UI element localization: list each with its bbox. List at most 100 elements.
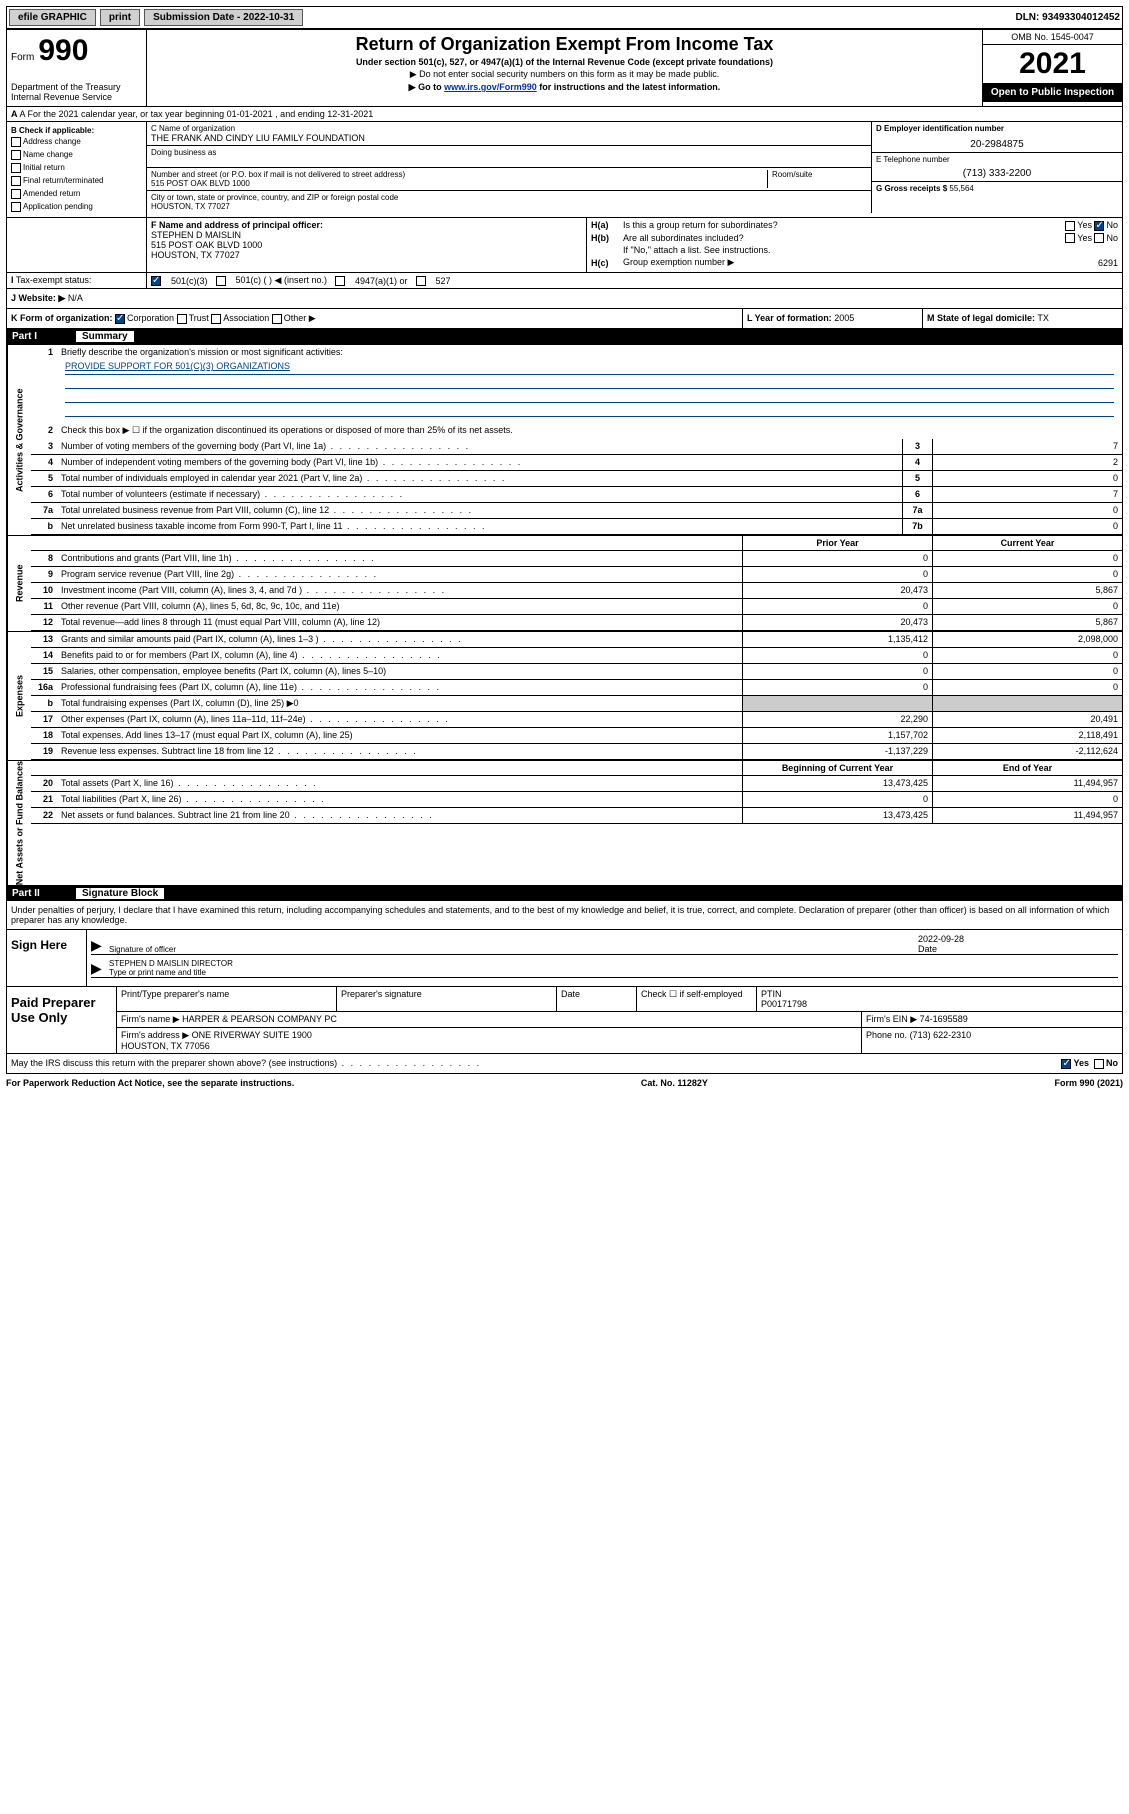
f-addr: 515 POST OAK BLVD 1000 HOUSTON, TX 77027: [151, 240, 262, 260]
chk-name-change[interactable]: Name change: [11, 148, 142, 161]
row-a-taxyear: A A For the 2021 calendar year, or tax y…: [6, 107, 1123, 122]
chk-trust[interactable]: [177, 314, 187, 324]
name-title-label: Type or print name and title: [109, 968, 206, 977]
form-number: 990: [38, 34, 88, 68]
sign-here-label: Sign Here: [7, 930, 87, 986]
row-i-taxexempt: I Tax-exempt status: 501(c)(3) 501(c) ( …: [6, 273, 1123, 289]
chk-other[interactable]: [272, 314, 282, 324]
l22-desc: Net assets or fund balances. Subtract li…: [57, 808, 742, 823]
header-left: Form 990 Department of the Treasury Inte…: [7, 30, 147, 106]
part1-title: Summary: [76, 331, 134, 342]
firm-ein-label: Firm's EIN ▶: [866, 1014, 917, 1024]
c-name-label: C Name of organization: [151, 124, 867, 133]
pt-check-label: Check ☐ if self-employed: [637, 987, 757, 1011]
firm-name-label: Firm's name ▶: [121, 1014, 180, 1024]
firm-addr-label: Firm's address ▶: [121, 1030, 189, 1040]
chk-amended-return[interactable]: Amended return: [11, 187, 142, 200]
part1-netassets-section: Net Assets or Fund Balances Beginning of…: [6, 761, 1123, 886]
chk-initial-return[interactable]: Initial return: [11, 161, 142, 174]
k-label: K Form of organization:: [11, 313, 113, 323]
ein-label: D Employer identification number: [876, 124, 1004, 133]
l20-desc: Total assets (Part X, line 16): [57, 776, 742, 791]
block-cd: C Name of organization THE FRANK AND CIN…: [147, 122, 1122, 217]
l5-desc: Total number of individuals employed in …: [57, 471, 902, 486]
m-label: M State of legal domicile:: [927, 313, 1035, 323]
chk-501c3[interactable]: [151, 276, 161, 286]
hc-question: Group exemption number ▶: [623, 257, 1098, 268]
chk-application-pending[interactable]: Application pending: [11, 200, 142, 213]
chk-may-no[interactable]: [1094, 1059, 1104, 1069]
header-right: OMB No. 1545-0047 2021 Open to Public In…: [982, 30, 1122, 106]
header-middle: Return of Organization Exempt From Incom…: [147, 30, 982, 106]
page-footer: For Paperwork Reduction Act Notice, see …: [6, 1074, 1123, 1092]
phone-label: E Telephone number: [876, 155, 950, 164]
l6-val: 7: [932, 487, 1122, 502]
org-name: THE FRANK AND CINDY LIU FAMILY FOUNDATIO…: [151, 133, 867, 143]
sig-date-label: Date: [918, 944, 937, 954]
block-f-officer: F Name and address of principal officer:…: [147, 218, 587, 272]
chk-address-change[interactable]: Address change: [11, 135, 142, 148]
firm-phone-label: Phone no.: [866, 1030, 907, 1040]
print-button[interactable]: print: [100, 9, 140, 26]
l11-desc: Other revenue (Part VIII, column (A), li…: [57, 599, 742, 614]
dept-label: Department of the Treasury Internal Reve…: [11, 82, 142, 102]
form-header: Form 990 Department of the Treasury Inte…: [6, 29, 1123, 107]
name-title-value: STEPHEN D MAISLIN DIRECTOR: [109, 959, 233, 968]
col-current: Current Year: [932, 536, 1122, 550]
chk-4947[interactable]: [335, 276, 345, 286]
l7a-val: 0: [932, 503, 1122, 518]
hb-note: If "No," attach a list. See instructions…: [623, 245, 1118, 255]
pra-notice: For Paperwork Reduction Act Notice, see …: [6, 1078, 294, 1088]
l16b-desc: Total fundraising expenses (Part IX, col…: [57, 696, 742, 711]
firm-phone-value: (713) 622-2310: [910, 1030, 972, 1040]
block-bc: B Check if applicable: Address change Na…: [6, 122, 1123, 218]
chk-association[interactable]: [211, 314, 221, 324]
top-toolbar: efile GRAPHIC print Submission Date - 20…: [6, 6, 1123, 29]
l9-desc: Program service revenue (Part VIII, line…: [57, 567, 742, 582]
block-b-checkboxes: B Check if applicable: Address change Na…: [7, 122, 147, 217]
col-end: End of Year: [932, 761, 1122, 775]
hc-value: 6291: [1098, 258, 1118, 268]
pt-sig-label: Preparer's signature: [337, 987, 557, 1011]
l15-desc: Salaries, other compensation, employee b…: [57, 664, 742, 679]
col-beginning: Beginning of Current Year: [742, 761, 932, 775]
i-label: Tax-exempt status:: [16, 275, 92, 285]
efile-button[interactable]: efile GRAPHIC: [9, 9, 96, 26]
chk-may-yes[interactable]: [1061, 1059, 1071, 1069]
l8-desc: Contributions and grants (Part VIII, lin…: [57, 551, 742, 566]
l14-desc: Benefits paid to or for members (Part IX…: [57, 648, 742, 663]
col-prior: Prior Year: [742, 536, 932, 550]
row-j-website: J Website: ▶ N/A: [6, 289, 1123, 309]
j-label: Website: ▶: [19, 293, 66, 304]
chk-501c[interactable]: [216, 276, 226, 286]
chk-corporation[interactable]: [115, 314, 125, 324]
chk-527[interactable]: [416, 276, 426, 286]
ha-question: Is this a group return for subordinates?: [623, 220, 1065, 230]
omb-label: OMB No. 1545-0047: [983, 30, 1122, 45]
l-value: 2005: [834, 313, 854, 323]
dln-label: DLN: 93493304012452: [1015, 12, 1120, 23]
block-b-label: B Check if applicable:: [11, 126, 142, 135]
vlabel-revenue: Revenue: [7, 536, 31, 631]
paid-preparer-label: Paid Preparer Use Only: [7, 987, 117, 1053]
page-container: efile GRAPHIC print Submission Date - 20…: [0, 0, 1129, 1098]
row-a-text: A For the 2021 calendar year, or tax yea…: [20, 109, 374, 119]
chk-final-return[interactable]: Final return/terminated: [11, 174, 142, 187]
block-h-group: H(a) Is this a group return for subordin…: [587, 218, 1122, 272]
l6-desc: Total number of volunteers (estimate if …: [57, 487, 902, 502]
sig-date-value: 2022-09-28: [918, 934, 964, 944]
ptin-label: PTIN: [761, 989, 782, 999]
may-irs-row: May the IRS discuss this return with the…: [6, 1054, 1123, 1074]
ptin-value: P00171798: [761, 999, 807, 1009]
tax-year: 2021: [983, 45, 1122, 83]
part2-header: Part II Signature Block: [6, 886, 1123, 901]
l13-desc: Grants and similar amounts paid (Part IX…: [57, 632, 742, 647]
vlabel-governance: Activities & Governance: [7, 345, 31, 535]
form-ref: Form 990 (2021): [1054, 1078, 1123, 1088]
cat-no: Cat. No. 11282Y: [641, 1078, 708, 1088]
irs-link[interactable]: www.irs.gov/Form990: [444, 82, 537, 92]
l3-val: 7: [932, 439, 1122, 454]
l21-desc: Total liabilities (Part X, line 26): [57, 792, 742, 807]
addr-label: Number and street (or P.O. box if mail i…: [151, 170, 767, 179]
part1-revenue-section: Revenue Prior YearCurrent Year 8Contribu…: [6, 536, 1123, 632]
